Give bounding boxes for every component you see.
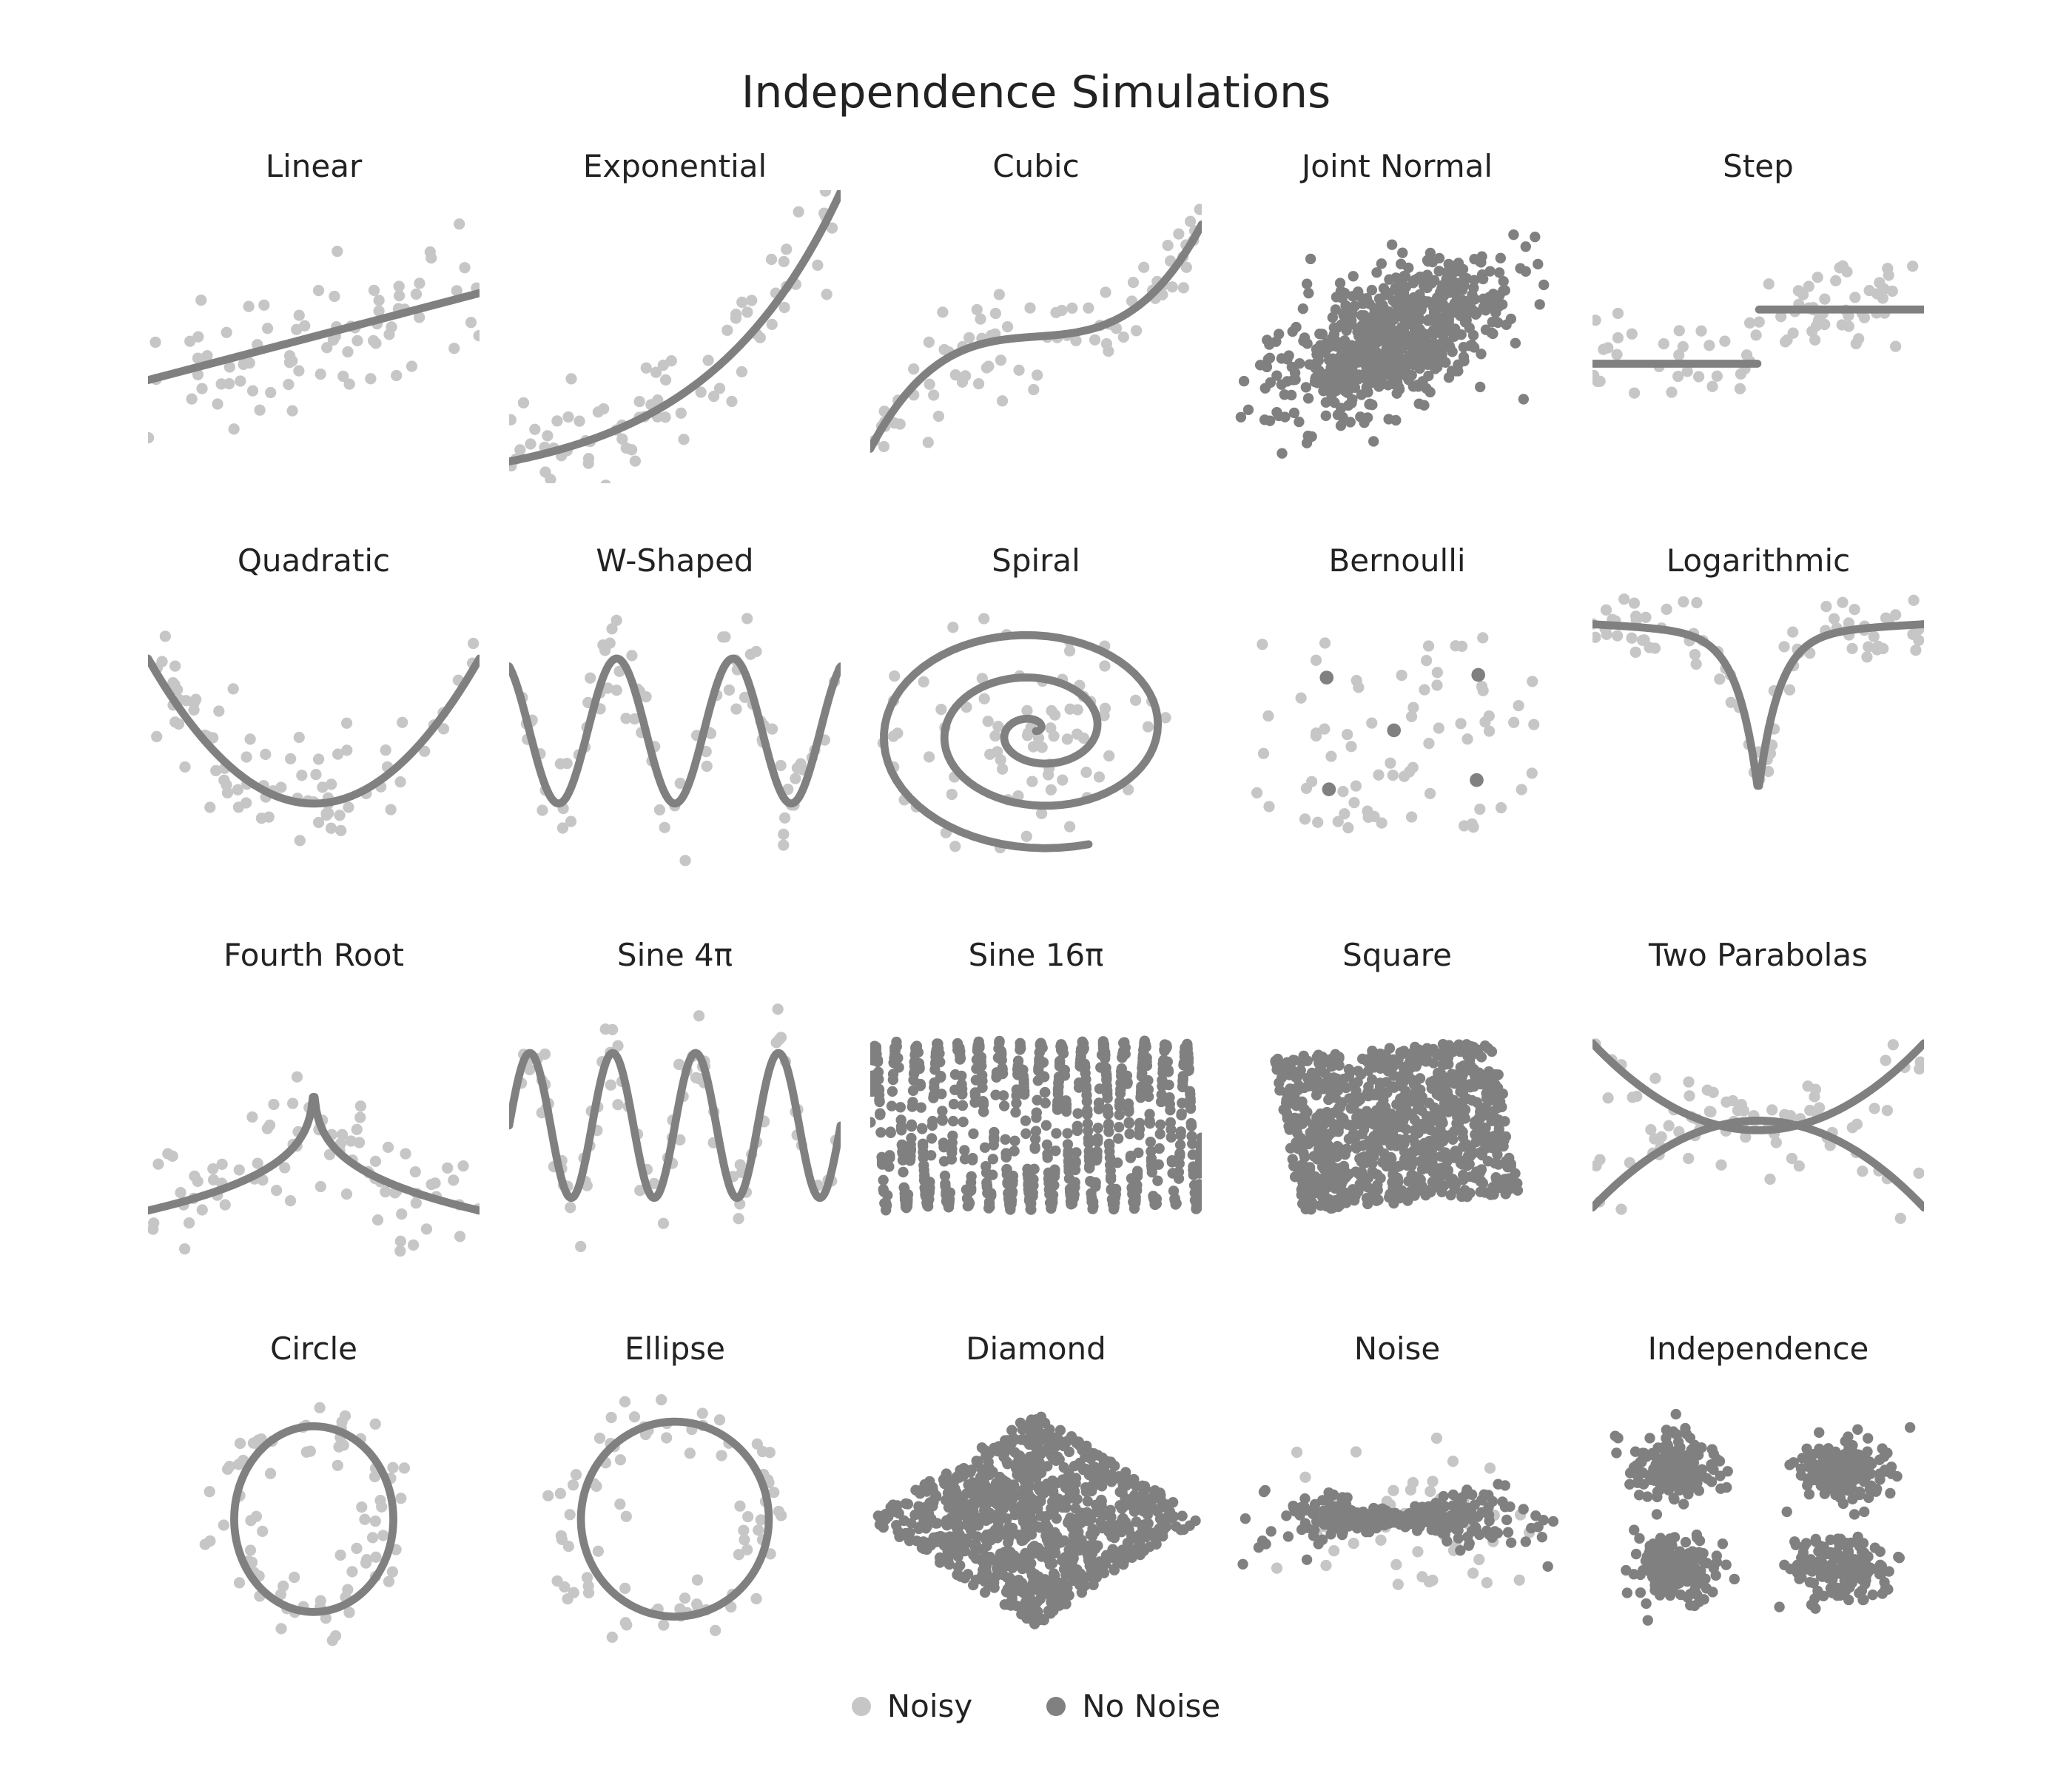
- subplot-title: Noise: [1354, 1331, 1441, 1367]
- subplot-noise: Noise: [1231, 1331, 1563, 1666]
- legend-swatch-clean: [1046, 1697, 1066, 1716]
- subplot-title: Sine 16π: [969, 937, 1104, 973]
- subplot-title: Exponential: [583, 148, 767, 184]
- clean-layer: [884, 635, 1157, 848]
- subplot-title: Cubic: [992, 148, 1079, 184]
- subplot-title: Diamond: [966, 1331, 1106, 1367]
- subplot-exponential: Exponential: [509, 148, 841, 483]
- subplot-canvas: [509, 190, 841, 483]
- subplot-diamond: Diamond: [870, 1331, 1202, 1666]
- subplot-title: Ellipse: [625, 1331, 725, 1367]
- noisy-points: [1592, 593, 1924, 784]
- noisy-points: [517, 613, 841, 866]
- subplot-quadratic: Quadratic: [148, 542, 480, 878]
- subplot-canvas: [870, 1373, 1202, 1666]
- subplot-title: Square: [1342, 937, 1452, 973]
- clean-layer: [148, 659, 480, 804]
- legend-item-clean: No Noise: [1046, 1688, 1220, 1724]
- subplot-canvas: [509, 979, 841, 1272]
- subplot-title: Independence: [1648, 1331, 1869, 1367]
- subplot-title: Fourth Root: [223, 937, 404, 973]
- legend-label-clean: No Noise: [1082, 1688, 1220, 1724]
- subplot-canvas: [148, 1373, 480, 1666]
- subplot-joint-normal: Joint Normal: [1231, 148, 1563, 483]
- subplot-title: Bernoulli: [1328, 542, 1465, 579]
- clean-layer: [148, 1097, 480, 1210]
- subplot-canvas: [509, 585, 841, 878]
- clean-layer: [1231, 229, 1563, 459]
- subplot-title: Joint Normal: [1302, 148, 1493, 184]
- clean-layer: [870, 224, 1202, 448]
- subplot-grid: Linear Exponential Cubic Joint Normal Step Qu…: [148, 148, 1924, 1666]
- subplot-two-parabolas: Two Parabolas: [1592, 937, 1924, 1272]
- subplot-canvas: [1231, 979, 1563, 1272]
- legend-item-noisy: Noisy: [852, 1688, 973, 1724]
- subplot-title: Circle: [270, 1331, 357, 1367]
- subplot-canvas: [1231, 190, 1563, 483]
- subplot-canvas: [870, 585, 1202, 878]
- subplot-title: W-Shaped: [596, 542, 753, 579]
- subplot-title: Sine 4π: [617, 937, 733, 973]
- legend: Noisy No Noise: [148, 1688, 1924, 1724]
- subplot-sine-4pi: Sine 4π: [509, 937, 841, 1272]
- subplot-canvas: [148, 979, 480, 1272]
- clean-layer: [509, 1052, 841, 1197]
- subplot-title: Quadratic: [238, 542, 390, 579]
- subplot-title: Logarithmic: [1666, 542, 1850, 579]
- noisy-points: [870, 204, 1202, 452]
- subplot-canvas: [148, 585, 480, 878]
- subplot-circle: Circle: [148, 1331, 480, 1666]
- noisy-points: [509, 190, 838, 483]
- subplot-title: Spiral: [992, 542, 1080, 579]
- figure-title: Independence Simulations: [148, 67, 1924, 118]
- subplot-canvas: [1592, 979, 1924, 1272]
- subplot-spiral: Spiral: [870, 542, 1202, 878]
- subplot-canvas: [509, 1373, 841, 1666]
- clean-layer: [1610, 1409, 1916, 1626]
- legend-swatch-noisy: [852, 1697, 871, 1716]
- figure-root: Independence Simulations Linear Exponenti…: [0, 0, 2072, 1776]
- subplot-w-shaped: W-Shaped: [509, 542, 841, 878]
- subplot-fourth-root: Fourth Root: [148, 937, 480, 1272]
- clean-layer: [1270, 1039, 1523, 1214]
- subplot-step: Step: [1592, 148, 1924, 483]
- subplot-title: Two Parabolas: [1649, 937, 1868, 973]
- noisy-points: [878, 613, 1171, 853]
- subplot-canvas: [870, 979, 1202, 1272]
- subplot-cubic: Cubic: [870, 148, 1202, 483]
- subplot-canvas: [1231, 1373, 1563, 1666]
- clean-layer: [581, 1422, 769, 1616]
- noisy-points: [1592, 260, 1918, 399]
- subplot-square: Square: [1231, 937, 1563, 1272]
- subplot-linear: Linear: [148, 148, 480, 483]
- noisy-points: [148, 218, 480, 443]
- clean-layer: [870, 1035, 1202, 1215]
- subplot-ellipse: Ellipse: [509, 1331, 841, 1666]
- subplot-canvas: [1592, 1373, 1924, 1666]
- clean-layer: [873, 1412, 1201, 1629]
- subplot-title: Step: [1723, 148, 1794, 184]
- subplot-sine-16pi: Sine 16π: [870, 937, 1202, 1272]
- legend-label-noisy: Noisy: [887, 1688, 973, 1724]
- subplot-canvas: [1231, 585, 1563, 878]
- subplot-canvas: [1592, 585, 1924, 878]
- subplot-title: Linear: [266, 148, 363, 184]
- subplot-logarithmic: Logarithmic: [1592, 542, 1924, 878]
- subplot-bernoulli: Bernoulli: [1231, 542, 1563, 878]
- subplot-canvas: [148, 190, 480, 483]
- subplot-canvas: [1592, 190, 1924, 483]
- subplot-canvas: [870, 190, 1202, 483]
- subplot-independence: Independence: [1592, 1331, 1924, 1666]
